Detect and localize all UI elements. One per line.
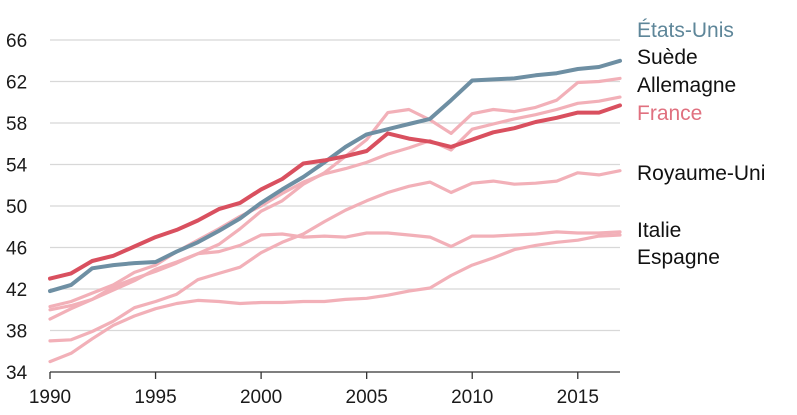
x-tick-label: 1990 [29, 387, 71, 408]
y-tick-label: 58 [6, 114, 27, 135]
x-tick-label: 2010 [451, 387, 493, 408]
gridlines [50, 39, 620, 332]
y-tick-label: 34 [6, 363, 28, 384]
series-label: Allemagne [637, 74, 736, 97]
x-tick-label: 1995 [134, 387, 176, 408]
y-tick-label: 54 [6, 156, 28, 177]
y-tick-label: 46 [6, 239, 27, 260]
series-line-su-de [48, 95, 622, 309]
y-tick-label: 38 [6, 322, 27, 343]
series-label: Royaume-Uni [637, 162, 765, 185]
series-labels: États-Unis Suède Allemagne France Royaume-Un… [637, 19, 765, 269]
series-line-france [48, 103, 622, 281]
series-label: Suède [637, 46, 698, 69]
series-label: France [637, 102, 702, 125]
series-lines [48, 58, 622, 364]
series-label: Italie [637, 219, 681, 242]
x-tick-label: 2005 [346, 387, 388, 408]
y-tick-label: 42 [6, 280, 27, 301]
y-tick-label: 50 [6, 197, 27, 218]
series-label: Espagne [637, 246, 720, 269]
x-tick-label: 2000 [240, 387, 282, 408]
series-line-italie [48, 230, 622, 312]
y-tick-label: 66 [6, 31, 27, 52]
series-line-royaume-uni [48, 169, 622, 343]
series-label: États-Unis [637, 19, 734, 42]
series-line-espagne [48, 233, 622, 364]
series-line--tats-unis [48, 58, 622, 294]
x-tick-label: 2015 [557, 387, 599, 408]
y-tick-label: 62 [6, 73, 27, 94]
